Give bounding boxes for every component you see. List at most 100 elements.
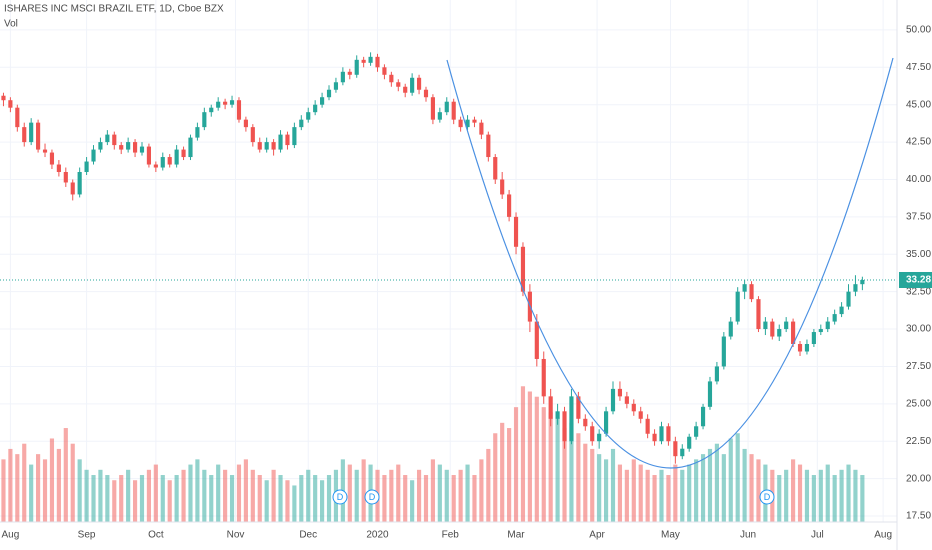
candle-body (354, 59, 359, 75)
y-tick-label: 32.50 (906, 286, 931, 297)
volume-bar (853, 469, 858, 522)
volume-bar (209, 475, 214, 522)
volume-bar (818, 469, 823, 522)
volume-bar (423, 475, 429, 522)
candle-body (583, 418, 588, 427)
volume-bar (694, 459, 699, 522)
candle-body (257, 142, 262, 150)
y-tick-label: 42.50 (906, 137, 931, 148)
volume-bar (188, 464, 193, 522)
volume-bar (825, 464, 830, 522)
candle-body (320, 97, 325, 105)
volume-bar (569, 422, 574, 522)
volume-bar (777, 475, 782, 522)
volume-bar (382, 475, 387, 522)
volume-bar (631, 459, 636, 522)
volume-bar (15, 454, 20, 522)
candle-body (361, 59, 366, 63)
candle-body (735, 291, 740, 322)
volume-bar (534, 396, 539, 522)
candle-body (763, 321, 768, 330)
candle-body (500, 179, 505, 195)
candle-body (306, 112, 311, 120)
y-tick-label: 40.00 (906, 174, 931, 185)
volume-bar (126, 469, 131, 522)
volume-bar (299, 475, 304, 522)
volume-bar (361, 459, 366, 522)
volume-bar (610, 448, 616, 522)
volume-bar (548, 412, 553, 522)
volume-bar (437, 464, 442, 522)
volume-bar (243, 459, 248, 522)
volume-bar (306, 469, 311, 522)
candle-body (396, 82, 401, 87)
volume-bar (617, 464, 623, 522)
candle-body (271, 142, 276, 150)
candle-body (347, 71, 352, 75)
candle-body (98, 142, 103, 150)
volume-bar (153, 464, 158, 522)
volume-bar (56, 448, 61, 522)
volume-bar (562, 428, 567, 522)
candle-body (132, 142, 138, 153)
candle-body (680, 448, 685, 457)
volume-bar (354, 469, 359, 522)
volume-bar (105, 475, 110, 522)
volume-bar (666, 475, 671, 522)
volume-bar (700, 454, 706, 522)
dividend-marker[interactable]: D (759, 489, 775, 505)
volume-bar (119, 475, 124, 522)
volume-bar (236, 464, 242, 522)
volume-bar (202, 469, 207, 522)
x-tick-label: Jun (740, 530, 756, 541)
volume-bar (645, 469, 650, 522)
candle-body (437, 112, 442, 120)
parabola-drawing[interactable] (446, 57, 894, 469)
candle-body (534, 321, 539, 359)
volume-bar (500, 422, 505, 522)
volume-bar (42, 459, 48, 522)
volume-bar (590, 448, 595, 522)
x-tick-label: Feb (442, 530, 460, 541)
candle-body (513, 216, 519, 247)
candle-body (160, 157, 165, 168)
dividend-marker[interactable]: D (364, 489, 380, 505)
x-tick-label: Aug (874, 530, 892, 541)
candle-body (839, 306, 844, 315)
volume-bar (257, 475, 262, 522)
candle-body (721, 336, 726, 367)
candle-body (590, 426, 595, 442)
x-tick-label: Mar (507, 530, 525, 541)
volume-bar (527, 391, 532, 522)
candle-body (63, 172, 68, 183)
candle-body (804, 344, 810, 352)
volume-bar (791, 459, 796, 522)
chart-title: ISHARES INC MSCI BRAZIL ETF, 1D, Cboe BZ… (4, 4, 224, 15)
volume-bar (416, 469, 422, 522)
candle-body (153, 164, 158, 168)
volume-bar (229, 475, 235, 522)
volume-bar (320, 480, 325, 522)
candle-body (597, 433, 602, 442)
volume-bar (250, 469, 255, 522)
y-tick-label: 27.50 (906, 361, 931, 372)
candle-body (548, 396, 553, 419)
candle-body (520, 246, 526, 292)
candle-body (368, 56, 373, 63)
candle-body (707, 381, 713, 407)
candle-body (49, 152, 55, 165)
candle-body (105, 134, 110, 143)
volume-bar (493, 433, 498, 522)
candle-body (174, 149, 179, 165)
candle-body (832, 314, 837, 322)
x-tick-label: Oct (148, 530, 164, 541)
dividend-marker[interactable]: D (332, 489, 348, 505)
volume-bar (396, 464, 401, 522)
volume-bar (756, 459, 761, 522)
volume-bar (804, 469, 810, 522)
candle-body (416, 77, 422, 90)
candle-body (673, 441, 678, 457)
candle-body (541, 358, 546, 397)
x-tick-label: Sep (78, 530, 96, 541)
candle-body (846, 291, 851, 307)
